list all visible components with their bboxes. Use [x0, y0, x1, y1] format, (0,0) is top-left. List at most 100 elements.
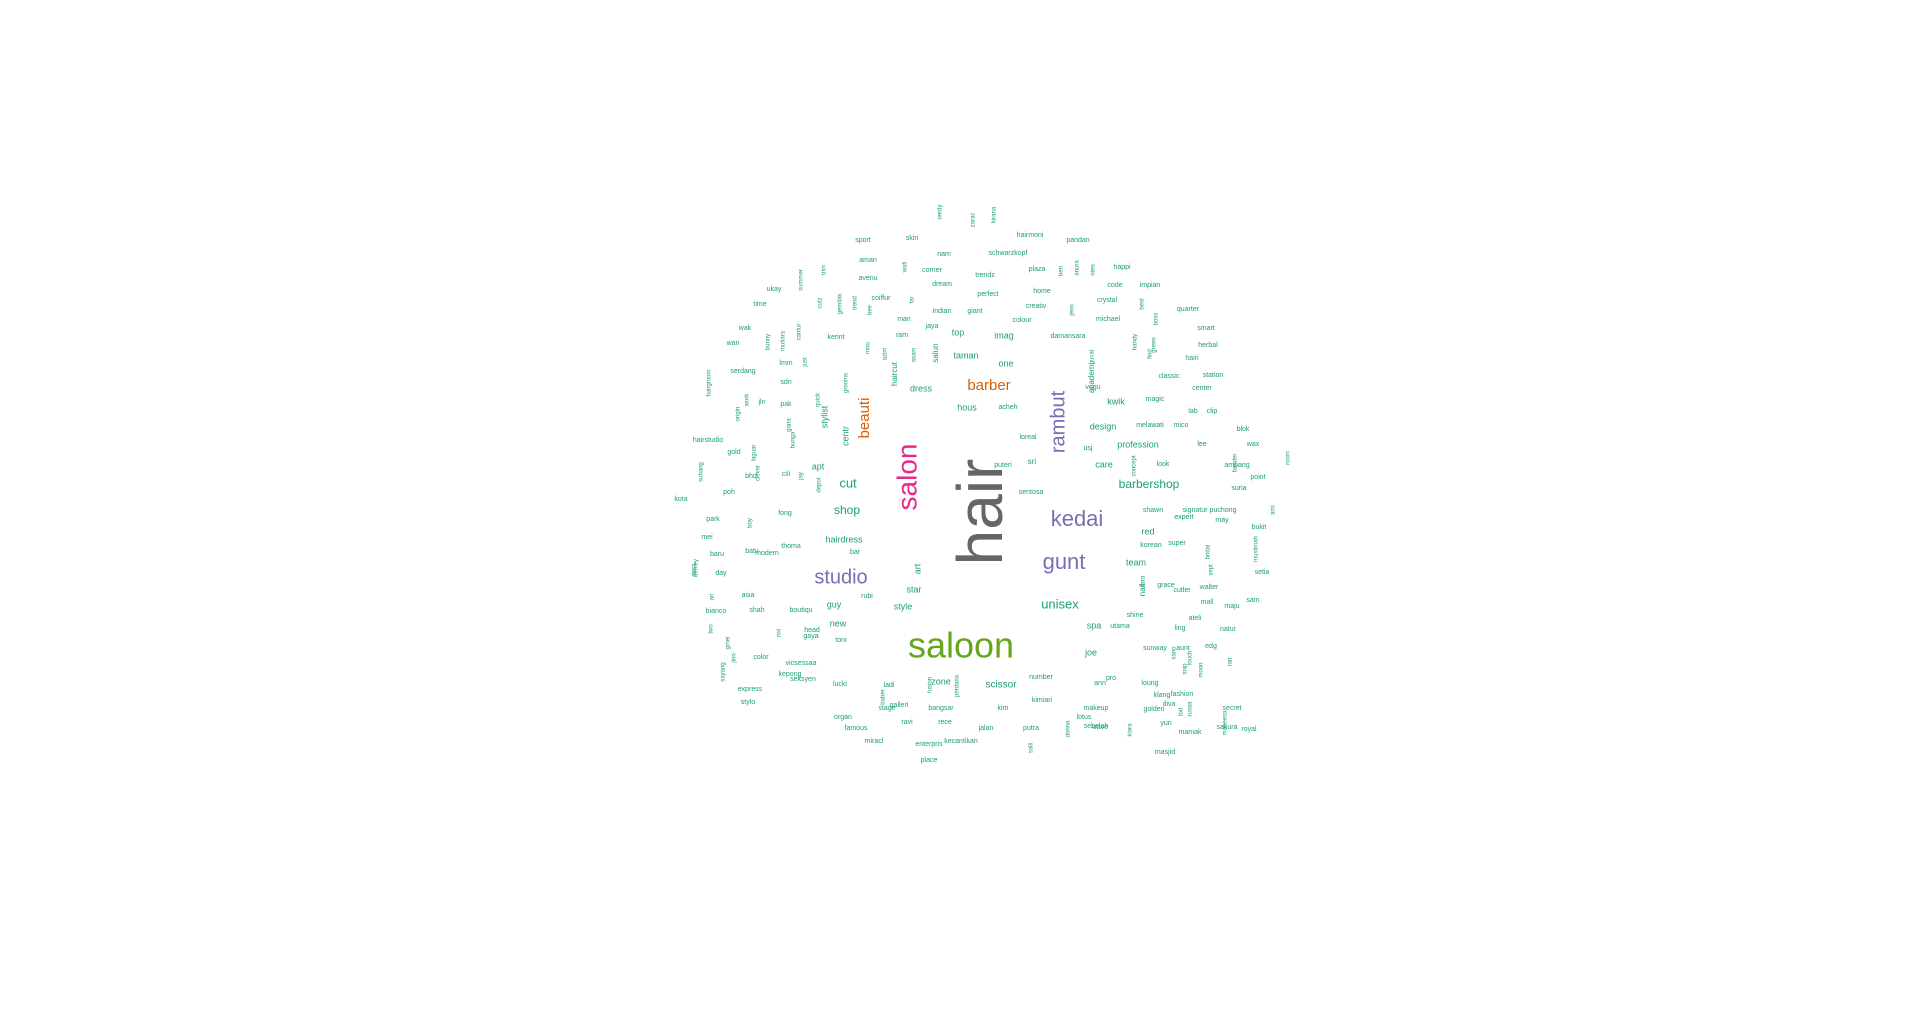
- word-bridal: bridal: [1206, 545, 1212, 560]
- word-cut: cut: [839, 475, 857, 490]
- word-classic: classic: [1158, 373, 1180, 380]
- word-stylo: stylo: [741, 699, 756, 706]
- word-kiara: kiara: [1128, 723, 1134, 737]
- word-rambut: rambut: [1047, 390, 1069, 453]
- word-hairmoni: hairmoni: [1017, 232, 1044, 239]
- word-academi: academi: [1087, 363, 1096, 393]
- word-nien: nien: [1091, 264, 1097, 275]
- word-bhd: bhd: [745, 473, 757, 480]
- word-nam: nam: [937, 251, 951, 258]
- word-aman: aman: [859, 257, 877, 264]
- word-ram: ram: [896, 332, 908, 339]
- word-one: one: [998, 358, 1013, 368]
- word-code: code: [1107, 282, 1122, 289]
- word-acheh: acheh: [998, 404, 1017, 411]
- word-mico: mico: [1174, 422, 1189, 429]
- word-nail: nail: [1138, 584, 1147, 597]
- word-tod: tod: [1179, 708, 1185, 716]
- word-zarac: zarac: [971, 213, 977, 228]
- word-lab: lab: [1188, 408, 1197, 415]
- word-creativ: creativ: [1026, 303, 1047, 310]
- word-beauti: beauti: [856, 398, 873, 439]
- word-saloon: saloon: [908, 625, 1014, 666]
- word-skin: skin: [906, 235, 919, 242]
- word-touch: touch: [1188, 651, 1194, 666]
- word-unisex: unisex: [1041, 596, 1079, 611]
- word-colour: colour: [1012, 317, 1032, 324]
- word-ben: ben: [1059, 266, 1065, 276]
- word-ami: ami: [1271, 505, 1277, 515]
- word-perdana: perdana: [955, 674, 961, 697]
- word-corner: corner: [922, 267, 943, 274]
- word-smart: smart: [1197, 325, 1215, 332]
- word-poh: poh: [723, 489, 735, 496]
- word-sam: sam: [1246, 597, 1259, 604]
- word-day: day: [715, 570, 727, 577]
- word-crystal: crystal: [1097, 297, 1118, 304]
- word-kwik: kwik: [1107, 396, 1125, 406]
- word-may: may: [1215, 517, 1229, 524]
- word-joe: joe: [1084, 647, 1097, 657]
- word-design: design: [1090, 421, 1117, 431]
- word-asam: asam: [912, 348, 918, 363]
- word-toni: toni: [835, 637, 847, 644]
- word-cutler: cutler: [1173, 587, 1191, 594]
- word-walter: walter: [1199, 584, 1219, 591]
- word-pak: pak: [780, 401, 792, 408]
- word-lmm: lmm: [779, 360, 792, 367]
- word-michael: michael: [1096, 316, 1121, 323]
- word-wak: wak: [738, 325, 752, 332]
- word-quick: quick: [816, 392, 822, 407]
- word-hairdress: hairdress: [825, 534, 863, 544]
- word-rubi: rubi: [861, 593, 873, 600]
- word-scissor: scissor: [985, 680, 1017, 691]
- word-two: two: [709, 624, 715, 634]
- word-boss: boss: [1154, 313, 1160, 326]
- word-subang: subang: [699, 462, 705, 482]
- word-grace: grace: [1157, 582, 1175, 589]
- word-wave: wave: [1091, 724, 1108, 731]
- word-kecantikan: kecantikan: [944, 738, 978, 745]
- word-cili: cili: [782, 471, 791, 478]
- word-station: station: [1203, 372, 1224, 379]
- word-team: team: [1126, 557, 1146, 567]
- word-spa: spa: [1087, 620, 1102, 630]
- word-klang: klang: [1154, 692, 1171, 699]
- word-centr: centr: [840, 426, 850, 446]
- word-puteri: puteri: [994, 462, 1012, 469]
- word-salli: salli: [1029, 743, 1035, 753]
- word-snip: snip: [1183, 663, 1189, 675]
- word-color: color: [753, 654, 769, 661]
- word-ling: ling: [1175, 625, 1186, 632]
- word-famous: famous: [845, 725, 868, 732]
- word-trend: trend: [853, 296, 859, 310]
- word-haircut: haircut: [890, 361, 899, 386]
- word-giant: giant: [967, 308, 982, 315]
- word-best: best: [1140, 298, 1146, 310]
- word-head: head: [804, 627, 820, 634]
- word-laguar: laguar: [752, 445, 758, 462]
- word-bee: bee: [868, 304, 874, 315]
- word-sebelah: sebelah: [1084, 723, 1109, 730]
- word-jay: jay: [799, 472, 805, 481]
- word-stage: stage: [878, 705, 895, 712]
- word-kota: kota: [674, 496, 687, 503]
- word-anura: anura: [1075, 260, 1081, 276]
- word-sri: sri: [1028, 457, 1037, 466]
- word-rini: rini: [777, 629, 783, 637]
- word-gunt: gunt: [1043, 549, 1086, 574]
- word-indian: indian: [933, 308, 952, 315]
- word-bukit: bukit: [1252, 524, 1267, 531]
- word-kim: kim: [998, 705, 1009, 712]
- word-puchong: puchong: [1210, 507, 1237, 514]
- word-gaya: gaya: [803, 633, 818, 640]
- word-wax: wax: [1246, 441, 1260, 448]
- word-hair: hair: [944, 459, 1016, 566]
- word-stylist: stylist: [819, 405, 829, 428]
- word-ann: ann: [1094, 680, 1106, 687]
- word-bianco: bianco: [706, 608, 727, 615]
- word-yun: yun: [1160, 720, 1171, 727]
- word-ravi: ravi: [901, 719, 913, 726]
- word-super: super: [1168, 540, 1186, 547]
- word-work: work: [745, 393, 751, 408]
